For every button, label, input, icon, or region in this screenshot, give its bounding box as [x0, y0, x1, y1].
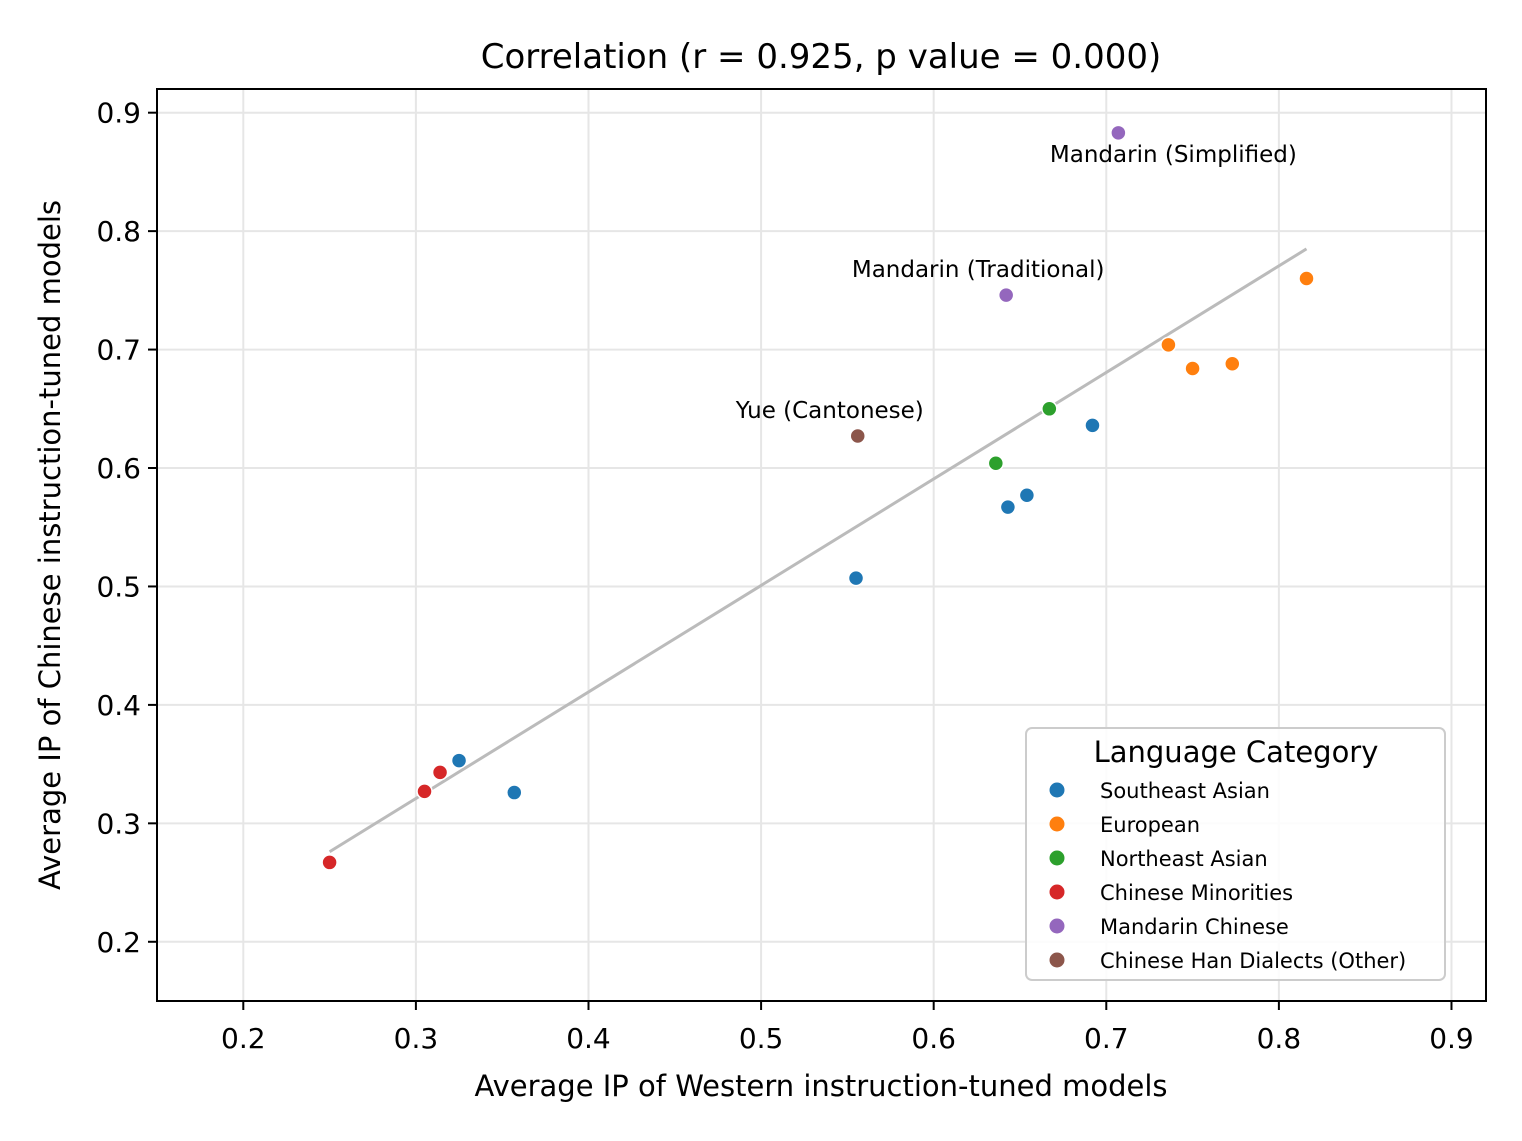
x-tick-label: 0.4	[566, 1022, 611, 1055]
y-tick-label: 0.8	[96, 215, 141, 248]
regression-line	[328, 247, 1308, 854]
legend-box	[1025, 727, 1446, 981]
data-point	[997, 286, 1015, 304]
legend-marker	[1049, 782, 1065, 798]
y-tick-label: 0.9	[96, 97, 141, 130]
x-axis-title: Average IP of Western instruction-tuned …	[474, 1069, 1167, 1103]
data-point	[450, 752, 468, 769]
point-annotations: Mandarin (Traditional) Mandarin (Simplifi…	[735, 142, 1297, 424]
x-tick-label: 0.8	[1257, 1022, 1302, 1055]
data-point	[1084, 417, 1101, 434]
x-tick-label: 0.6	[911, 1022, 956, 1055]
legend-title: Language Category	[1094, 735, 1379, 769]
data-point	[506, 784, 523, 801]
data-point	[321, 854, 338, 871]
plot-frame	[156, 88, 1487, 1002]
data-point	[849, 427, 866, 445]
data-point	[1018, 487, 1036, 504]
legend-label: Chinese Han Dialects (Other)	[1100, 949, 1406, 973]
data-point	[1110, 124, 1127, 142]
data-point	[416, 783, 433, 800]
y-tick-label: 0.7	[96, 334, 141, 367]
data-point	[999, 498, 1017, 516]
data-point	[1160, 336, 1177, 354]
point-annotation: Mandarin (Traditional)	[852, 257, 1105, 283]
data-point	[1041, 400, 1058, 418]
legend-label: Southeast Asian	[1100, 779, 1270, 803]
legend-label: European	[1100, 813, 1200, 837]
data-point	[987, 455, 1005, 472]
regression-line-group	[328, 247, 1308, 854]
data-point	[1224, 355, 1241, 373]
x-tick-label: 0.9	[1429, 1022, 1474, 1055]
x-tick-label: 0.2	[221, 1022, 266, 1055]
data-point	[1184, 360, 1201, 377]
chart-title: Correlation (r = 0.925, p value = 0.000)	[481, 37, 1162, 77]
legend-marker	[1049, 850, 1065, 866]
data-points	[321, 124, 1315, 871]
data-point	[431, 764, 449, 781]
axis-ticks: 0.2 0.3 0.4 0.5 0.6 0.7 0.8 0.9 0.2 0.3 0.4 0.5 0.6 0…	[96, 97, 1473, 1055]
y-tick-label: 0.2	[96, 926, 141, 959]
x-tick-label: 0.7	[1084, 1022, 1129, 1055]
y-tick-label: 0.3	[96, 807, 141, 840]
data-point	[847, 569, 865, 587]
y-tick-label: 0.4	[96, 689, 141, 722]
legend: Language Category Southeast Asian Europea…	[1025, 727, 1446, 981]
x-tick-label: 0.3	[394, 1022, 439, 1055]
legend-marker	[1049, 952, 1065, 968]
data-point	[1298, 270, 1315, 287]
legend-marker	[1049, 918, 1065, 934]
point-annotation: Yue (Cantonese)	[735, 398, 924, 424]
y-axis-title: Average IP of Chinese instruction-tuned …	[33, 200, 67, 890]
legend-label: Mandarin Chinese	[1100, 915, 1289, 939]
y-tick-label: 0.5	[96, 570, 141, 603]
y-tick-label: 0.6	[96, 452, 141, 485]
x-tick-label: 0.5	[739, 1022, 784, 1055]
legend-label: Northeast Asian	[1100, 847, 1268, 871]
legend-label: Chinese Minorities	[1100, 881, 1293, 905]
legend-marker	[1049, 884, 1065, 900]
legend-items: Southeast Asian European Northeast Asian Ch…	[1049, 779, 1406, 973]
legend-marker	[1049, 816, 1065, 832]
point-annotation: Mandarin (Simplified)	[1050, 142, 1297, 168]
